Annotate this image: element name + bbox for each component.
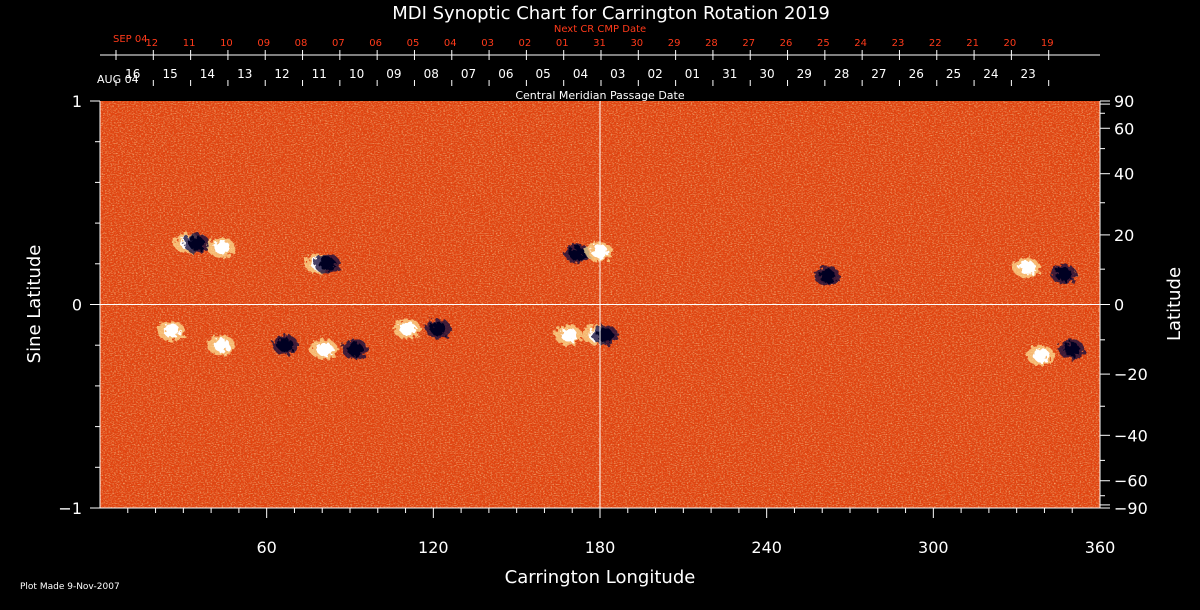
cmp-day-label: 12 (274, 67, 289, 81)
chart-title: MDI Synoptic Chart for Carrington Rotati… (392, 3, 830, 24)
active-region-positive (1019, 260, 1036, 275)
cmp-day-label: 06 (498, 67, 513, 81)
next-cr-day-label: 24 (854, 38, 867, 49)
cmp-day-label: 24 (983, 67, 998, 81)
cmp-day-label: 27 (871, 67, 886, 81)
active-region-negative (347, 342, 363, 357)
y-right-tick-label: −90 (1114, 499, 1148, 518)
next-cr-day-label: 01 (556, 38, 569, 49)
active-region-positive (1033, 348, 1050, 363)
cmp-day-label: 03 (610, 67, 625, 81)
next-cr-day-label: 27 (742, 38, 755, 49)
cmp-day-label: 29 (797, 67, 812, 81)
y-left-tick-label: −1 (58, 499, 82, 518)
active-region-negative (1055, 266, 1072, 281)
cmp-day-label: 15 (162, 67, 177, 81)
y-right-tick-label: 0 (1114, 296, 1124, 315)
y-right-tick-label: −20 (1114, 365, 1148, 384)
next-cr-day-label: 19 (1041, 38, 1054, 49)
y-left-tick-label: 0 (72, 296, 82, 315)
next-cr-cmp-title: Next CR CMP Date (554, 24, 646, 35)
next-cr-day-label: 28 (705, 38, 718, 49)
cmp-day-label: 25 (946, 67, 961, 81)
cmp-day-label: 23 (1021, 67, 1036, 81)
active-region-positive (214, 338, 230, 353)
active-region-negative (569, 246, 586, 261)
x-tick-label: 240 (751, 538, 782, 557)
y-right-tick-label: 40 (1114, 165, 1134, 184)
cmp-day-label: 07 (461, 67, 476, 81)
y-right-tick-label: 90 (1114, 92, 1134, 111)
cmp-day-label: 13 (237, 67, 252, 81)
active-region-positive (214, 240, 230, 255)
active-region-positive (561, 328, 578, 343)
cmp-start-label: AUG 04 (97, 73, 139, 86)
next-cr-day-label: 26 (780, 38, 793, 49)
next-cr-day-label: 03 (481, 38, 494, 49)
active-region-positive (316, 342, 333, 357)
y-right-tick-label: 60 (1114, 119, 1134, 138)
next-cr-day-label: 22 (929, 38, 942, 49)
x-tick-label: 360 (1085, 538, 1116, 557)
x-tick-label: 180 (585, 538, 616, 557)
cmp-title: Central Meridian Passage Date (515, 89, 684, 102)
next-cr-day-label: 29 (668, 38, 681, 49)
plot-made-note: Plot Made 9-Nov-2007 (20, 582, 120, 592)
cmp-day-label: 01 (685, 67, 700, 81)
next-cr-day-label: 05 (407, 38, 420, 49)
active-region-negative (277, 338, 294, 353)
next-cr-day-label: 08 (295, 38, 308, 49)
y-axis-label-left: Sine Latitude (24, 245, 45, 364)
cmp-day-label: 11 (312, 67, 327, 81)
next-cr-day-label: 12 (145, 38, 158, 49)
next-cr-day-label: 07 (332, 38, 345, 49)
cmp-day-label: 04 (573, 67, 588, 81)
active-region-negative (597, 328, 613, 343)
active-region-positive (164, 323, 180, 338)
next-cr-day-label: 30 (630, 38, 643, 49)
cmp-day-label: 16 (125, 67, 140, 81)
next-cr-day-label: 04 (444, 38, 457, 49)
x-tick-label: 300 (918, 538, 949, 557)
cmp-day-label: 30 (759, 67, 774, 81)
cmp-day-label: 26 (909, 67, 924, 81)
active-region-positive (400, 321, 417, 336)
active-regions (157, 233, 1085, 366)
axes: 60 120 180 240 300 36010−1906040200−20−40−60−… (58, 38, 1147, 557)
next-cr-day-label: 25 (817, 38, 830, 49)
next-cr-day-label: 06 (369, 38, 382, 49)
cmp-day-label: 05 (536, 67, 551, 81)
cmp-day-label: 08 (424, 67, 439, 81)
y-axis-label-right: Latitude (1164, 267, 1185, 341)
y-right-tick-label: 20 (1114, 226, 1134, 245)
cmp-day-label: 10 (349, 67, 364, 81)
cmp-day-label: 09 (386, 67, 401, 81)
cmp-day-label: 31 (722, 67, 737, 81)
next-cr-day-label: 20 (1004, 38, 1017, 49)
y-right-tick-label: −60 (1114, 472, 1148, 491)
active-region-negative (188, 236, 205, 251)
next-cr-start-label: SEP 04 (113, 34, 148, 45)
next-cr-day-label: 23 (892, 38, 905, 49)
active-region-negative (319, 256, 336, 271)
next-cr-day-label: 21 (966, 38, 979, 49)
y-right-tick-label: −40 (1114, 426, 1148, 445)
active-region-negative (1063, 342, 1080, 357)
active-region-negative (430, 321, 447, 336)
x-axis-label: Carrington Longitude (505, 567, 696, 588)
cmp-day-label: 28 (834, 67, 849, 81)
next-cr-day-label: 11 (183, 38, 196, 49)
cmp-day-label: 14 (200, 67, 215, 81)
active-region-negative (819, 269, 836, 284)
y-left-tick-label: 1 (72, 92, 82, 111)
next-cr-day-label: 31 (593, 38, 606, 49)
x-tick-label: 120 (418, 538, 449, 557)
x-tick-label: 60 (256, 538, 276, 557)
next-cr-day-label: 10 (220, 38, 233, 49)
next-cr-day-label: 02 (519, 38, 532, 49)
next-cr-day-label: 09 (257, 38, 270, 49)
cmp-day-label: 02 (647, 67, 662, 81)
